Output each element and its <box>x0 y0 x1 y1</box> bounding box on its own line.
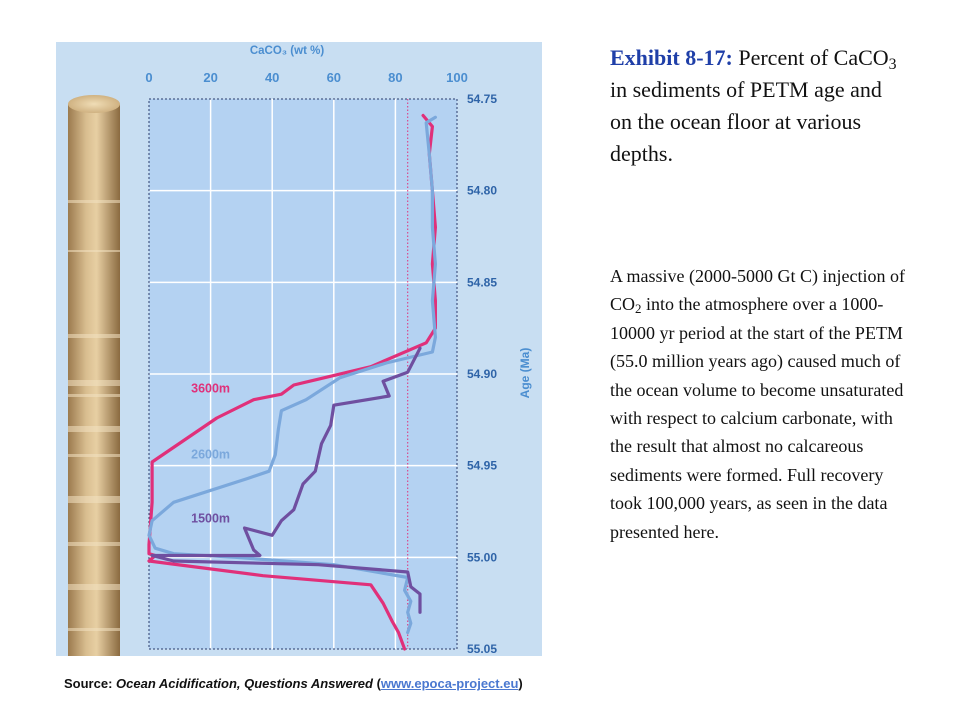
sediment-core-bands <box>68 200 120 631</box>
y-tick-label: 54.95 <box>467 459 497 473</box>
series-label-1500m: 1500m <box>191 512 230 526</box>
x-tick-label: 20 <box>203 70 217 85</box>
sediment-core-band <box>68 542 120 546</box>
y-axis-label: Age (Ma) <box>518 348 532 399</box>
series-line-2600m <box>147 115 437 635</box>
sediment-core-band <box>68 454 120 457</box>
x-tick-labels: 0 20 40 60 80 100 <box>145 70 467 85</box>
sediment-core-band <box>68 628 120 631</box>
y-tick-label: 54.75 <box>467 92 497 106</box>
plot-frame <box>148 98 458 650</box>
y-tick-label: 55.00 <box>467 550 497 564</box>
title-pre: Percent of CaCO <box>738 45 889 70</box>
source-close-paren: ) <box>518 676 523 691</box>
caco3-chart: 0 20 40 60 80 100 54.75 54.80 54.85 54.90 54.95 55… <box>56 42 542 656</box>
series-group <box>147 113 437 651</box>
x-tick-label: 40 <box>265 70 279 85</box>
title-subscript: 3 <box>888 55 897 73</box>
sediment-core-band <box>68 394 120 397</box>
y-tick-label: 54.90 <box>467 367 497 381</box>
body-post: into the atmosphere over a 1000-10000 yr… <box>610 294 904 542</box>
series-line-1500m <box>150 346 422 614</box>
chart-svg: 0 20 40 60 80 100 54.75 54.80 54.85 54.90 54.95 55… <box>56 42 542 656</box>
sediment-core <box>68 95 120 656</box>
x-tick-label: 100 <box>446 70 468 85</box>
sediment-core-band <box>68 250 120 252</box>
y-tick-labels: 54.75 54.80 54.85 54.90 54.95 55.00 55.05 <box>467 92 497 656</box>
sediment-core-band <box>68 380 120 386</box>
x-axis-label: CaCO₃ (wt %) <box>250 45 324 57</box>
exhibit-title: Exhibit 8-17: Percent of CaCO3 in sedime… <box>610 42 900 170</box>
y-tick-label: 54.80 <box>467 184 497 198</box>
sediment-core-band <box>68 200 120 203</box>
sediment-core-band <box>68 426 120 432</box>
x-tick-label: 80 <box>388 70 402 85</box>
series-label-2600m: 2600m <box>191 447 230 461</box>
source-citation: Source: Ocean Acidification, Questions A… <box>64 676 523 691</box>
exhibit-body-text: A massive (2000-5000 Gt C) injection of … <box>610 262 910 546</box>
y-tick-label: 54.85 <box>467 275 497 289</box>
title-post: in sediments of PETM age and on the ocea… <box>610 77 882 166</box>
sediment-core-band <box>68 496 120 503</box>
source-prefix: Source: <box>64 676 117 691</box>
source-open-paren: ( <box>372 676 381 691</box>
sediment-core-band <box>68 584 120 590</box>
exhibit-label: Exhibit 8-17: <box>610 45 733 70</box>
x-tick-label: 0 <box>145 70 152 85</box>
sediment-core-band <box>68 334 120 338</box>
source-title: Ocean Acidification, Questions Answered <box>116 676 373 691</box>
y-tick-label: 55.05 <box>467 642 497 656</box>
series-label-3600m: 3600m <box>191 381 230 395</box>
x-tick-label: 60 <box>327 70 341 85</box>
body-subscript: 2 <box>635 301 642 317</box>
series-labels: 3600m 2600m 1500m <box>191 381 230 525</box>
sediment-core-top <box>68 95 120 113</box>
source-link[interactable]: www.epoca-project.eu <box>380 676 519 691</box>
body-pre: A massive (2000-5000 Gt C) injection of … <box>610 266 905 315</box>
